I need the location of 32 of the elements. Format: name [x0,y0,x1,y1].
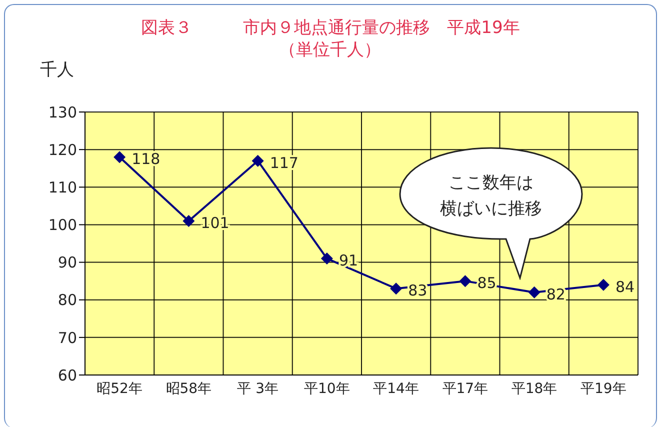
data-label: 84 [615,278,635,296]
annotation: 横ばいに推移 [439,198,543,221]
point [182,214,195,227]
chart-title: 図表３ 市内９地点通行量の推移 平成19年 [140,17,521,39]
data-label: 83 [408,282,428,300]
y-tick-label: 80 [58,291,77,310]
chart-subtitle: （単位千人） [278,39,382,61]
x-tick-label: 平 3年 [237,380,278,397]
y-axis-title: 千人 [40,59,74,81]
point [320,252,333,265]
x-tick-label: 平17年 [442,380,488,397]
y-tick-label: 60 [58,366,77,384]
y-tick-label: 90 [58,254,77,272]
x-tick-label: 昭52年 [96,380,142,397]
point [390,282,402,295]
point [252,154,264,167]
x-tick-label: 平10年 [304,380,350,397]
x-tick-label: 平14年 [373,380,419,397]
point [114,151,126,164]
y-tick-label: 110 [48,178,77,196]
y-tick-label: 120 [48,140,77,159]
annotation: ここ数年は [448,172,534,195]
y-tick-label: 70 [58,328,77,347]
point [459,275,472,288]
y-tick-label: 130 [48,103,77,122]
x-tick-label: 平18年 [511,380,558,397]
y-tick-label: 100 [48,216,77,234]
point [528,286,540,298]
data-label: 82 [546,285,566,304]
point [597,278,610,291]
x-tick-label: 平19年 [580,380,626,397]
x-tick-label: 昭58年 [166,380,212,397]
